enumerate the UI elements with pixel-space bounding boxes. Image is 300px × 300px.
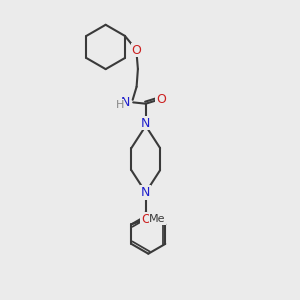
Text: O: O	[132, 44, 142, 57]
Text: N: N	[121, 96, 130, 109]
Text: Me: Me	[149, 214, 166, 224]
Text: H: H	[116, 100, 124, 110]
Text: O: O	[156, 92, 166, 106]
Text: N: N	[141, 117, 150, 130]
Text: O: O	[141, 213, 151, 226]
Text: N: N	[141, 186, 150, 199]
